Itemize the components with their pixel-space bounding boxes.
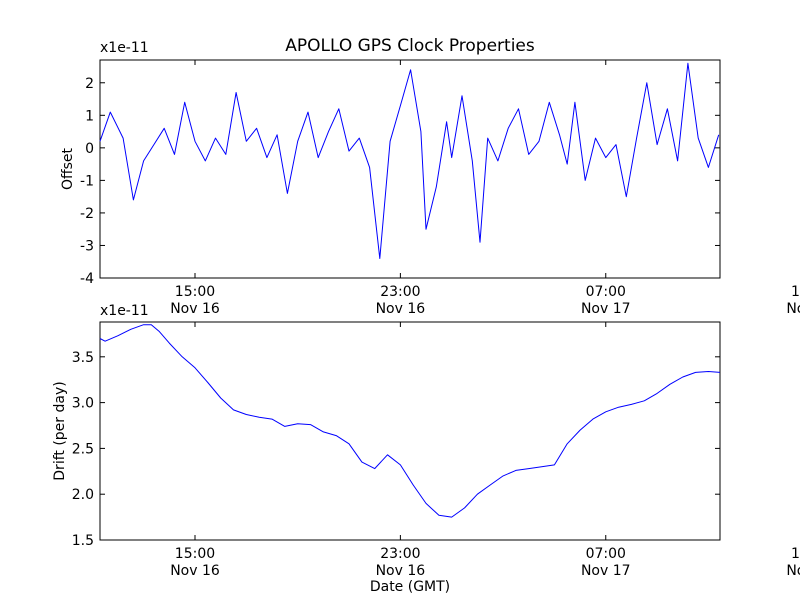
drift-x-tick-date-label: Nov 16 (170, 563, 220, 579)
offset-x-tick-date-label: Nov 16 (376, 301, 426, 317)
drift-x-tick-time-label: 23:00 (380, 546, 420, 562)
drift-x-tick-date-label: Nov 17 (786, 563, 800, 579)
drift-x-tick-date-label: Nov 17 (581, 563, 631, 579)
drift-y-tick-label: 3.5 (72, 350, 94, 366)
drift-y-ticks: 1.5 2.0 2.5 3.0 3.5 (72, 350, 720, 549)
offset-y-tick-label: 0 (85, 141, 94, 157)
drift-x-axis-label: Date (GMT) (370, 579, 450, 595)
offset-x-tick-time-label: 07:00 (586, 284, 626, 300)
offset-y-tick-label: -3 (80, 238, 94, 254)
drift-x-tick-time-label: 07:00 (586, 546, 626, 562)
offset-x-tick-time-label: 23:00 (380, 284, 420, 300)
offset-plot-frame (99, 59, 721, 279)
drift-x-tick-time-label: 15:00 (175, 546, 215, 562)
offset-series-line (99, 62, 720, 259)
drift-y-tick-label: 1.5 (72, 533, 94, 549)
drift-plot-frame (99, 321, 721, 541)
drift-y-tick-label: 2.0 (72, 487, 94, 503)
offset-y-ticks: -4 -3 -2 -1 0 1 2 (80, 76, 720, 287)
offset-y-tick-label: -2 (80, 206, 94, 222)
offset-y-tick-label: 1 (85, 108, 94, 124)
offset-x-tick-date-label: Nov 17 (581, 301, 631, 317)
drift-x-tick-time-label: 15:00 (791, 546, 800, 562)
offset-x-tick-time-label: 15:00 (175, 284, 215, 300)
drift-y-tick-label: 3.0 (72, 396, 94, 412)
drift-y-axis-label: Drift (per day) (52, 381, 68, 480)
offset-x-tick-time-label: 15:00 (791, 284, 800, 300)
offset-y-axis-label: Offset (60, 147, 76, 190)
offset-y-tick-label: -4 (80, 271, 94, 287)
drift-x-tick-date-label: Nov 16 (376, 563, 426, 579)
drift-offset-text: x1e-11 (100, 303, 149, 319)
offset-x-tick-date-label: Nov 16 (170, 301, 220, 317)
figure-title: APOLLO GPS Clock Properties (285, 36, 535, 56)
drift-y-tick-label: 2.5 (72, 441, 94, 457)
offset-x-tick-date-label: Nov 17 (786, 301, 800, 317)
offset-y-tick-label: 2 (85, 76, 94, 92)
offset-y-tick-label: -1 (80, 173, 94, 189)
drift-series-line (99, 324, 721, 518)
offset-offset-text: x1e-11 (100, 40, 149, 56)
